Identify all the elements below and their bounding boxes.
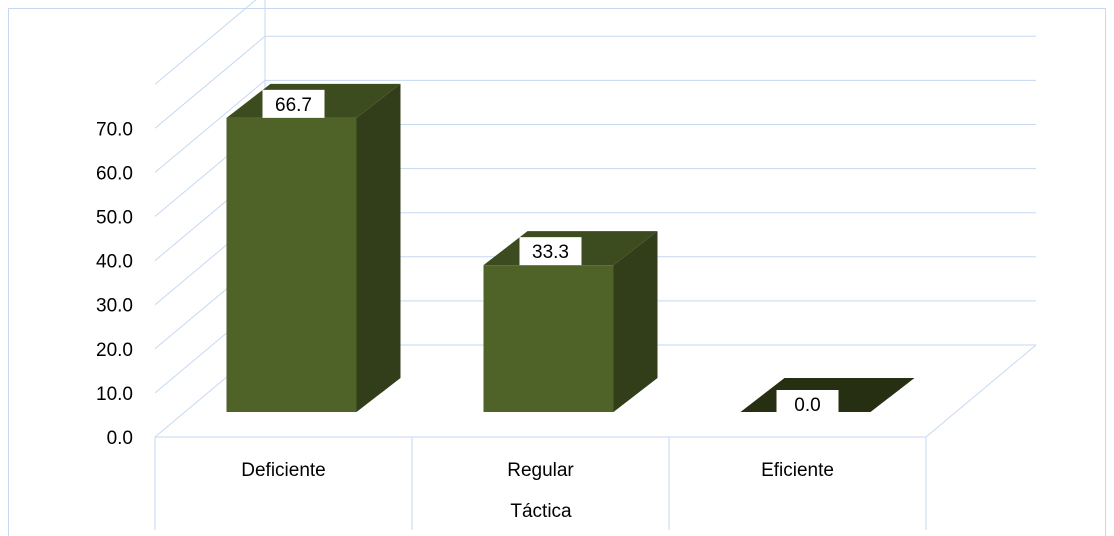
gridline-diagonal — [154, 80, 266, 173]
bar-front — [483, 265, 614, 412]
bar-front — [226, 117, 357, 412]
y-tick-label: 20.0 — [96, 340, 133, 361]
gridline-diagonal — [154, 0, 257, 85]
data-labels: 66.7 33.3 0.0 — [262, 89, 839, 418]
y-tick-label: 50.0 — [96, 208, 133, 229]
data-label-text: 0.0 — [794, 395, 820, 416]
y-tick-label: 0.0 — [107, 428, 133, 449]
data-label-box — [519, 237, 582, 266]
y-axis-ticks: 0.0 10.0 20.0 30.0 40.0 50.0 60.0 70.0 — [96, 119, 133, 449]
data-label-box — [776, 390, 839, 418]
y-tick-label: 70.0 — [96, 119, 133, 140]
data-label: 33.3 — [519, 237, 582, 266]
y-tick-label: 60.0 — [96, 163, 133, 184]
y-tick-label: 10.0 — [96, 384, 133, 405]
x-category-label: Regular — [507, 460, 574, 481]
y-tick-label: 40.0 — [96, 252, 133, 273]
data-label-box — [262, 89, 325, 118]
data-label: 66.7 — [262, 89, 325, 118]
floor-right-edge — [925, 344, 1037, 438]
data-label-text: 33.3 — [532, 242, 569, 263]
data-label-text: 66.7 — [275, 95, 312, 116]
gridline-diagonal — [154, 35, 266, 129]
x-axis-title: Táctica — [510, 501, 572, 522]
bar-side — [356, 83, 401, 412]
x-category-label: Eficiente — [761, 460, 834, 481]
y-tick-label: 30.0 — [96, 296, 133, 317]
x-axis-categories: Deficiente Regular Eficiente — [241, 460, 834, 481]
x-category-label: Deficiente — [241, 460, 326, 481]
data-label: 0.0 — [776, 390, 839, 418]
bar-side — [613, 231, 658, 412]
chart-border — [8, 8, 1106, 536]
bar — [226, 83, 401, 412]
